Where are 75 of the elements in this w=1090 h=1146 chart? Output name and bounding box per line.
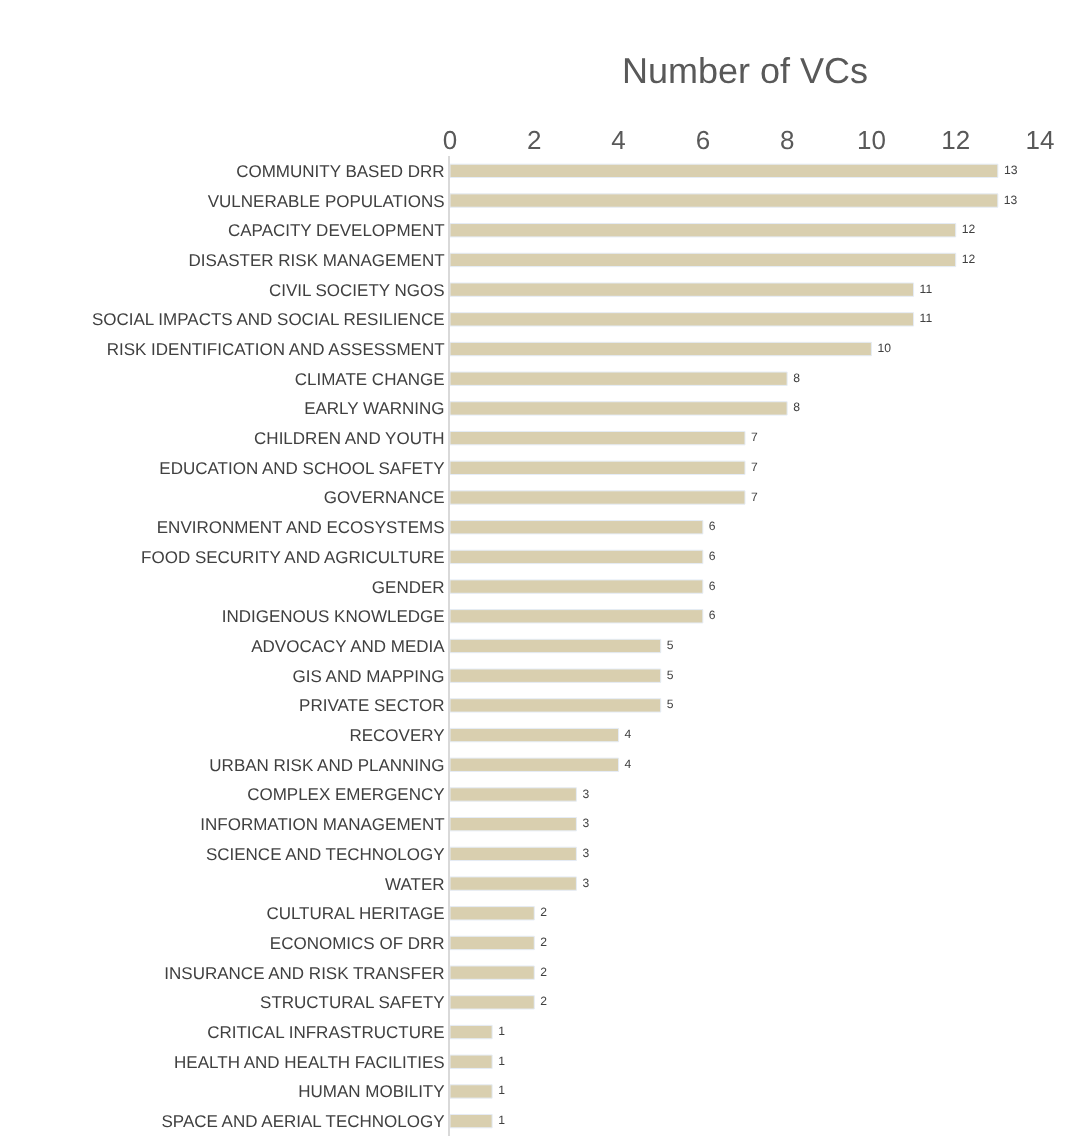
y-tick-label: COMMUNITY BASED DRR [236,160,445,181]
bar [450,341,872,357]
bar [450,520,704,535]
x-tick-label: 12 [941,124,971,155]
y-tick-label: CIVIL SOCIETY NGOS [268,279,446,300]
y-tick-label: GENDER [371,576,445,597]
bar [450,549,704,565]
y-tick-label: URBAN RISK AND PLANNING [209,754,445,775]
y-tick-label: CHILDREN AND YOUTH [254,428,445,449]
bar [450,1084,493,1099]
y-tick-label: EDUCATION AND SCHOOL SAFETY [159,457,446,478]
y-tick-label: ECONOMICS OF DRR [269,932,445,953]
x-tick-label: 4 [611,124,626,155]
y-tick-label: VULNERABLE POPULATIONS [207,190,446,211]
y-tick-label: CLIMATE CHANGE [294,368,446,389]
y-tick-label: SOCIAL IMPACTS AND SOCIAL RESILIENCE [91,309,446,330]
bar [450,965,535,980]
y-tick-label: STRUCTURAL SAFETY [260,992,446,1013]
x-tick-label: 14 [1025,124,1055,155]
y-tick-label: GIS AND MAPPING [292,665,445,686]
x-axis-title: Number of VCs [621,51,869,92]
bar [450,193,999,208]
bar [450,223,957,238]
y-tick-label: FOOD SECURITY AND AGRICULTURE [141,546,446,567]
bar [450,727,620,743]
bar [450,1054,493,1069]
y-tick-label: EARLY WARNING [304,398,445,419]
bar [450,817,577,832]
bar [450,638,662,654]
bar [450,1024,493,1040]
y-tick-label: RECOVERY [349,725,446,746]
x-tick-label: 8 [779,124,795,155]
y-tick-label: RISK IDENTIFICATION AND ASSESSMENT [106,338,445,359]
y-tick-label: HUMAN MOBILITY [298,1081,446,1102]
y-tick-label: DISASTER RISK MANAGEMENT [188,249,445,270]
bar [450,401,788,416]
y-tick-label: INFORMATION MANAGEMENT [200,814,445,835]
y-tick-label: INSURANCE AND RISK TRANSFER [164,962,445,983]
x-tick-label: 0 [442,124,458,155]
bar [450,757,620,772]
bar [450,252,957,268]
x-tick-label: 2 [527,124,542,155]
y-tick-label: ADVOCACY AND MEDIA [251,635,446,656]
y-tick-label: SCIENCE AND TECHNOLOGY [205,843,446,864]
bar [450,846,577,862]
y-tick-label: ENVIRONMENT AND ECOSYSTEMS [156,517,446,538]
y-tick-label: CRITICAL INFRASTRUCTURE [207,1022,446,1043]
bar [450,935,535,951]
bar [450,876,577,891]
bar [450,430,746,446]
bar [450,1113,493,1129]
bar [450,906,535,921]
bar [450,579,704,594]
y-tick-label: SPACE AND AERIAL TECHNOLOGY [161,1111,446,1132]
y-tick-label: CAPACITY DEVELOPMENT [227,220,445,241]
x-tick-label: 6 [695,124,711,155]
x-tick-label: 10 [856,124,886,155]
bar [450,490,746,505]
bar [450,163,999,179]
bar [450,698,662,713]
bar [450,282,915,297]
bar [450,995,535,1010]
bar [450,609,704,624]
y-tick-label: COMPLEX EMERGENCY [247,784,446,805]
bar [450,668,662,683]
bar [450,312,915,327]
y-tick-label: WATER [385,873,445,894]
y-tick-label: HEALTH AND HEALTH FACILITIES [174,1051,446,1072]
y-tick-label: PRIVATE SECTOR [299,695,445,716]
y-tick-label: CULTURAL HERITAGE [266,903,446,924]
bar [450,460,746,475]
bar [450,787,577,802]
bar [450,371,788,386]
y-tick-label: INDIGENOUS KNOWLEDGE [221,606,446,627]
y-tick-label: GOVERNANCE [323,487,446,508]
